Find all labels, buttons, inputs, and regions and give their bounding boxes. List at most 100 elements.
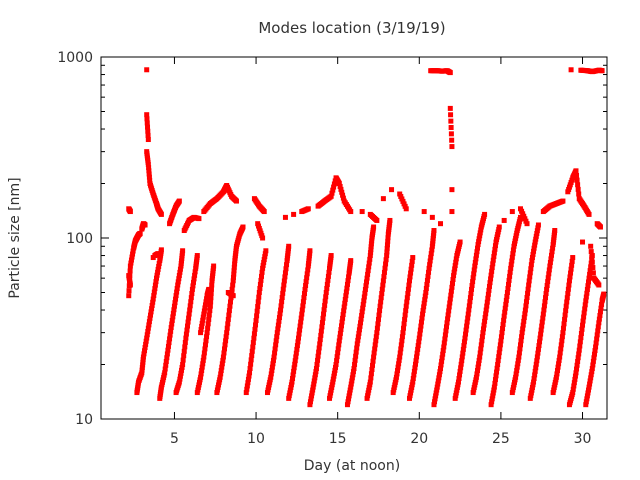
data-point	[449, 209, 455, 215]
data-point-fill	[470, 275, 476, 281]
data-point-fill	[527, 270, 533, 276]
data-point-fill	[584, 396, 590, 402]
data-point-fill	[364, 279, 370, 285]
data-point-fill	[222, 346, 228, 352]
data-point-fill	[334, 354, 340, 360]
data-point	[344, 402, 350, 408]
data-point-fill	[537, 339, 543, 345]
data-point	[449, 144, 455, 150]
data-point-fill	[420, 307, 426, 313]
data-point-fill	[476, 361, 482, 367]
data-point-fill	[415, 343, 421, 349]
data-point-fill	[266, 382, 272, 388]
data-point-fill	[349, 375, 355, 381]
data-point-fill	[542, 299, 548, 305]
data-point-fill	[439, 355, 445, 361]
data-point	[403, 303, 409, 309]
data-point-fill	[367, 382, 373, 388]
data-point-fill	[335, 346, 341, 352]
data-point	[517, 214, 523, 220]
data-point	[137, 230, 143, 236]
data-point-fill	[177, 373, 183, 379]
data-point	[535, 222, 541, 228]
data-point-fill	[574, 362, 580, 368]
data-point-fill	[182, 339, 188, 345]
data-point-fill	[185, 319, 191, 325]
data-point	[553, 374, 559, 380]
data-point-fill	[317, 337, 323, 343]
data-point-fill	[306, 260, 312, 266]
data-point-fill	[507, 269, 513, 275]
data-point-fill	[272, 346, 278, 352]
data-point-fill	[523, 299, 529, 305]
data-point	[260, 265, 266, 271]
data-point-fill	[275, 326, 281, 332]
data-point-fill	[595, 328, 601, 334]
data-point-fill	[549, 249, 555, 255]
data-point-fill	[512, 379, 518, 385]
data-point-fill	[297, 327, 303, 333]
data-point-fill	[256, 294, 262, 300]
data-point-fill	[432, 396, 438, 402]
data-point-fill	[179, 255, 185, 261]
data-point-fill	[509, 254, 515, 260]
data-point-fill	[338, 323, 344, 329]
data-point-fill	[358, 316, 364, 322]
data-point-fill	[521, 318, 527, 324]
data-point-fill	[399, 338, 405, 344]
data-point-fill	[576, 351, 582, 357]
data-point	[227, 303, 233, 309]
data-point-fill	[450, 276, 456, 282]
data-point-fill	[564, 299, 570, 305]
data-point-fill	[430, 235, 436, 241]
data-point	[155, 251, 161, 257]
data-point-fill	[592, 348, 598, 354]
data-point	[307, 248, 313, 254]
data-point-fill	[196, 379, 202, 385]
data-point-fill	[365, 268, 371, 274]
data-point-fill	[248, 361, 254, 367]
data-point-fill	[481, 322, 487, 328]
data-point-fill	[516, 350, 522, 356]
data-point-fill	[200, 357, 206, 363]
data-point	[268, 374, 274, 380]
data-point-fill	[354, 345, 360, 351]
data-point-fill	[149, 306, 155, 312]
data-point	[180, 248, 186, 254]
data-point-fill	[346, 393, 352, 399]
data-point-fill	[529, 384, 535, 390]
data-point-fill	[199, 320, 205, 326]
data-point-fill	[298, 315, 304, 321]
data-point	[282, 214, 288, 220]
data-point-fill	[588, 375, 594, 381]
data-point-fill	[163, 362, 169, 368]
data-point-fill	[404, 299, 410, 305]
data-point-fill	[569, 258, 575, 264]
data-point	[452, 395, 458, 401]
data-point-fill	[513, 371, 519, 377]
data-point	[230, 278, 236, 284]
data-point-fill	[406, 282, 412, 288]
data-point-fill	[597, 312, 603, 318]
data-point-fill	[280, 286, 286, 292]
data-point-fill	[195, 387, 201, 393]
data-point	[271, 354, 277, 360]
data-point-fill	[306, 255, 312, 261]
data-point-fill	[356, 327, 362, 333]
data-point-fill	[352, 361, 358, 367]
data-point-fill	[409, 262, 415, 268]
data-point-fill	[538, 327, 544, 333]
data-point-fill	[426, 269, 432, 275]
data-point-fill	[510, 251, 516, 257]
data-point-fill	[198, 371, 204, 377]
data-point-fill	[368, 250, 374, 256]
data-point-fill	[278, 303, 284, 309]
data-point-fill	[383, 261, 389, 267]
data-point-fill	[551, 387, 557, 393]
data-point-fill	[439, 358, 445, 364]
data-point-fill	[252, 326, 258, 332]
data-point-fill	[267, 377, 273, 383]
data-point-fill	[208, 299, 214, 305]
data-point-fill	[331, 181, 337, 187]
data-point	[224, 330, 230, 336]
